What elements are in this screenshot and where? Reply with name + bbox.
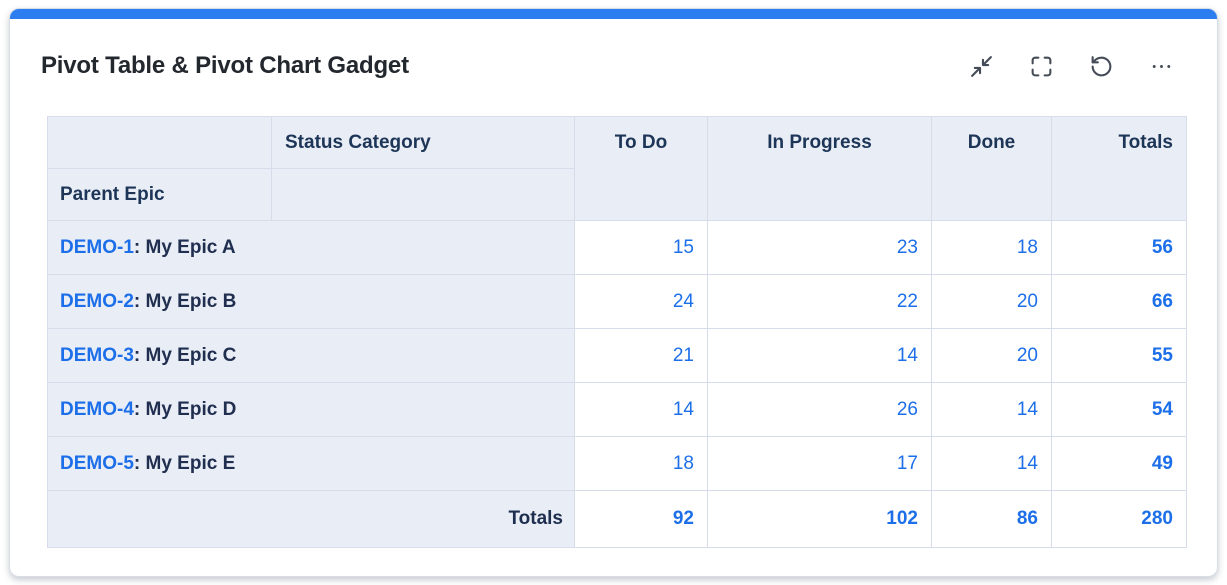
row-total-cell[interactable]: 55 (1051, 328, 1187, 383)
value-cell[interactable]: 20 (931, 328, 1052, 383)
epic-link[interactable]: DEMO-4 (60, 398, 134, 420)
row-total-cell[interactable]: 66 (1051, 274, 1187, 329)
refresh-icon (1091, 55, 1112, 76)
row-total-cell[interactable]: 49 (1051, 436, 1187, 491)
epic-name: : My Epic B (133, 290, 237, 312)
minimize-icon (971, 55, 992, 77)
header-row-2: Parent Epic (47, 168, 1187, 221)
value-cell[interactable]: 18 (574, 436, 708, 491)
minimize-button[interactable] (968, 53, 995, 80)
gadget-toolbar (968, 53, 1175, 80)
epic-name: : My Epic D (133, 398, 237, 420)
empty-header-cell (271, 168, 575, 221)
table-row: DEMO-1: My Epic A 15 23 18 56 (47, 220, 1187, 275)
epic-label-cell: DEMO-5: My Epic E (47, 436, 575, 491)
value-cell[interactable]: 24 (574, 274, 708, 329)
value-cell[interactable]: 18 (931, 220, 1052, 275)
value-cell[interactable]: 14 (931, 382, 1052, 437)
epic-link[interactable]: DEMO-2 (60, 290, 134, 312)
value-cell[interactable]: 21 (574, 328, 708, 383)
value-cell[interactable]: 17 (707, 436, 932, 491)
gadget-card: Pivot Table & Pivot Chart Gadget (9, 8, 1218, 577)
table-row: DEMO-3: My Epic C 21 14 20 55 (47, 328, 1187, 383)
gadget-title: Pivot Table & Pivot Chart Gadget (41, 52, 409, 79)
column-total-cell[interactable]: 102 (707, 490, 932, 548)
column-header-todo: To Do (574, 116, 708, 221)
header-row-1: Status Category To Do In Progress Done T… (47, 116, 1187, 221)
epic-label-cell: DEMO-3: My Epic C (47, 328, 575, 383)
totals-label-cell: Totals (47, 490, 575, 548)
table-row: DEMO-4: My Epic D 14 26 14 54 (47, 382, 1187, 437)
value-cell[interactable]: 14 (707, 328, 932, 383)
column-total-cell[interactable]: 86 (931, 490, 1052, 548)
epic-link[interactable]: DEMO-3 (60, 344, 134, 366)
column-header-totals: Totals (1051, 116, 1187, 221)
epic-link[interactable]: DEMO-1 (60, 236, 134, 258)
gadget-header: Pivot Table & Pivot Chart Gadget (41, 52, 1175, 80)
value-cell[interactable]: 22 (707, 274, 932, 329)
pivot-table: Status Category To Do In Progress Done T… (47, 116, 1187, 548)
table-row: DEMO-5: My Epic E 18 17 14 49 (47, 436, 1187, 491)
column-group-header: Status Category (271, 116, 575, 169)
column-total-cell[interactable]: 92 (574, 490, 708, 548)
value-cell[interactable]: 15 (574, 220, 708, 275)
epic-name: : My Epic E (133, 452, 236, 474)
row-total-cell[interactable]: 54 (1051, 382, 1187, 437)
card-accent-bar (10, 9, 1217, 19)
epic-label-cell: DEMO-1: My Epic A (47, 220, 575, 275)
more-button[interactable] (1148, 53, 1175, 80)
table-row: DEMO-2: My Epic B 24 22 20 66 (47, 274, 1187, 329)
refresh-button[interactable] (1088, 53, 1115, 80)
value-cell[interactable]: 14 (574, 382, 708, 437)
value-cell[interactable]: 26 (707, 382, 932, 437)
fullscreen-icon (1031, 56, 1052, 76)
more-ellipsis-icon (1152, 64, 1171, 68)
grand-total-cell[interactable]: 280 (1051, 490, 1187, 548)
value-cell[interactable]: 14 (931, 436, 1052, 491)
epic-link[interactable]: DEMO-5 (60, 452, 134, 474)
epic-name: : My Epic A (133, 236, 236, 258)
corner-cell (47, 116, 272, 169)
epic-label-cell: DEMO-4: My Epic D (47, 382, 575, 437)
value-cell[interactable]: 20 (931, 274, 1052, 329)
row-total-cell[interactable]: 56 (1051, 220, 1187, 275)
value-cell[interactable]: 23 (707, 220, 932, 275)
totals-row: Totals 92 102 86 280 (47, 490, 1187, 548)
epic-label-cell: DEMO-2: My Epic B (47, 274, 575, 329)
column-header-inprogress: In Progress (707, 116, 932, 221)
column-header-done: Done (931, 116, 1052, 221)
epic-name: : My Epic C (133, 344, 237, 366)
row-group-header: Parent Epic (47, 168, 272, 221)
fullscreen-button[interactable] (1028, 53, 1055, 80)
